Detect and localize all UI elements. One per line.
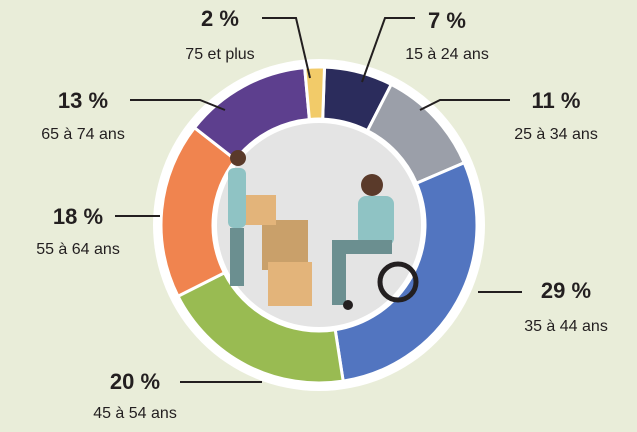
value-label: 11 % (532, 88, 581, 113)
value-label: 29 % (541, 278, 591, 303)
donut-segment (303, 65, 327, 122)
category-label: 65 à 74 ans (41, 126, 125, 143)
leader-line (262, 17, 311, 79)
illustration (228, 150, 419, 310)
category-label: 25 à 34 ans (514, 126, 598, 143)
value-label: 7 % (428, 8, 466, 33)
leader-line (130, 99, 226, 111)
value-label: 20 % (110, 369, 160, 394)
leader-line (361, 17, 415, 83)
donut-segment (333, 160, 479, 383)
category-label: 35 à 44 ans (524, 318, 608, 335)
category-label: 75 et plus (185, 46, 254, 63)
value-label: 13 % (58, 88, 108, 113)
category-label: 45 à 54 ans (93, 405, 177, 422)
category-label: 15 à 24 ans (405, 46, 489, 63)
value-label: 18 % (53, 204, 103, 229)
value-label: 2 % (201, 6, 239, 31)
leader-line (419, 99, 510, 111)
category-label: 55 à 64 ans (36, 241, 120, 258)
